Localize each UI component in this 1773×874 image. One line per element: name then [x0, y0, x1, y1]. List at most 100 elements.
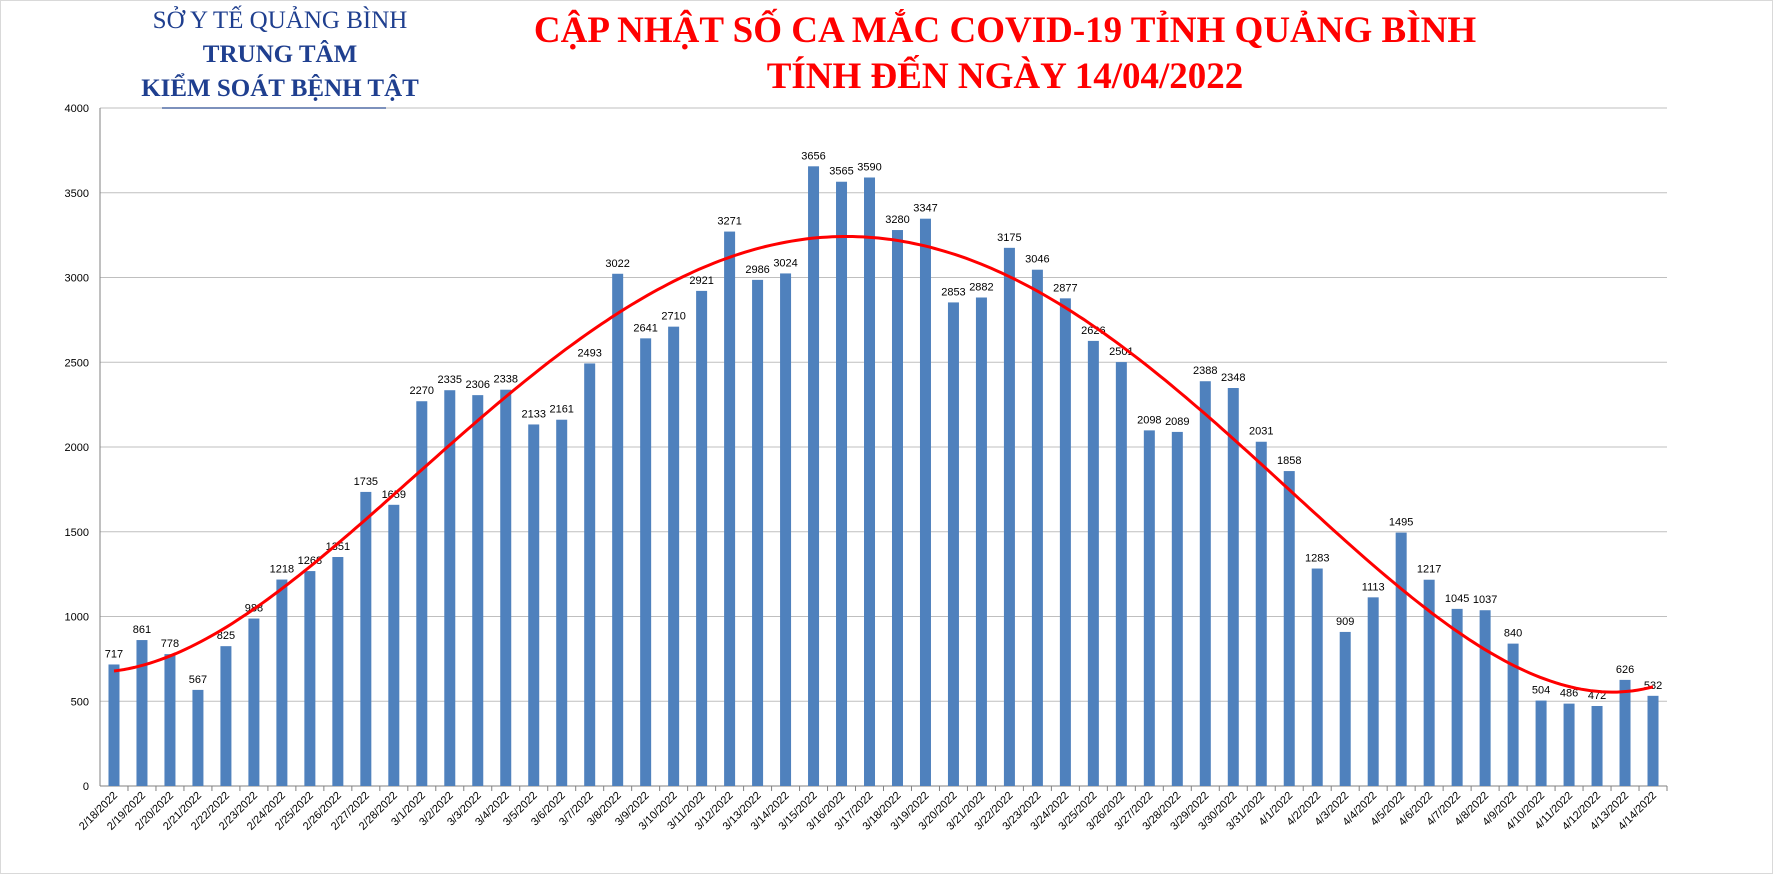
data-label: 2641 — [633, 322, 657, 334]
data-label: 2031 — [1249, 426, 1273, 438]
data-label: 2493 — [577, 347, 601, 359]
bar — [1115, 362, 1127, 786]
data-label: 1037 — [1473, 594, 1497, 606]
data-label: 2853 — [941, 286, 965, 298]
bar — [108, 664, 120, 786]
bar — [696, 290, 708, 786]
bar — [332, 557, 344, 786]
y-tick-label: 3000 — [65, 273, 89, 285]
bar — [1311, 568, 1323, 786]
data-label: 2388 — [1193, 365, 1217, 377]
bar — [919, 218, 931, 787]
data-label: 1045 — [1445, 593, 1469, 605]
bar — [304, 571, 316, 786]
data-label: 3656 — [801, 150, 825, 162]
y-tick-label: 0 — [83, 781, 89, 793]
bar — [864, 177, 876, 786]
bar — [724, 231, 736, 787]
bar — [556, 419, 568, 786]
bar — [1031, 269, 1043, 786]
data-label: 567 — [189, 674, 207, 686]
bar — [164, 654, 176, 786]
bar — [1507, 643, 1519, 786]
bar — [1339, 631, 1351, 786]
data-label: 861 — [133, 624, 151, 636]
data-label: 2133 — [521, 408, 545, 420]
data-label: 532 — [1644, 680, 1662, 692]
bar — [947, 302, 959, 786]
chart-title: CẬP NHẬT SỐ CA MẮC COVID-19 TỈNH QUẢNG B… — [500, 8, 1510, 100]
data-label: 2710 — [661, 311, 685, 323]
bar — [780, 273, 792, 786]
bar — [1535, 700, 1547, 786]
data-label: 486 — [1560, 688, 1578, 700]
bar — [444, 390, 456, 786]
y-tick-label: 2000 — [65, 442, 89, 454]
data-label: 2877 — [1053, 282, 1077, 294]
bar — [528, 424, 540, 786]
data-label: 3565 — [829, 166, 853, 178]
data-label: 825 — [217, 630, 235, 642]
organization-block: SỞ Y TẾ QUẢNG BÌNH TRUNG TÂM KIỂM SOÁT B… — [110, 4, 450, 109]
data-label: 626 — [1616, 664, 1634, 676]
bar — [1479, 610, 1491, 786]
bar — [975, 297, 987, 786]
data-label: 1283 — [1305, 553, 1329, 565]
bar — [1619, 679, 1631, 786]
data-label: 3175 — [997, 232, 1021, 244]
data-label: 778 — [161, 638, 179, 650]
org-name: KIỂM SOÁT BỆNH TẬT — [141, 75, 419, 102]
bar — [500, 389, 512, 786]
bar — [891, 230, 903, 787]
bar — [1255, 441, 1267, 786]
data-label: 3280 — [885, 214, 909, 226]
bar — [752, 279, 764, 786]
bar — [416, 401, 428, 786]
bar — [1199, 381, 1211, 786]
bar — [136, 640, 148, 786]
bar — [1143, 430, 1155, 786]
y-tick-label: 3500 — [65, 188, 89, 200]
bar — [1227, 388, 1239, 786]
bar — [1171, 431, 1183, 786]
data-label: 2882 — [969, 282, 993, 294]
data-label: 3271 — [717, 216, 741, 228]
data-label: 2348 — [1221, 372, 1245, 384]
bar — [836, 181, 848, 787]
bar — [1591, 705, 1603, 786]
data-label: 3024 — [773, 257, 797, 269]
bar — [1003, 247, 1015, 786]
data-label: 2089 — [1165, 416, 1189, 428]
bar — [1647, 695, 1659, 786]
data-label: 1218 — [270, 564, 294, 576]
data-label: 3590 — [857, 161, 881, 173]
org-center: TRUNG TÂM — [202, 41, 358, 68]
data-label: 2306 — [466, 379, 490, 391]
data-label: 3022 — [605, 258, 629, 270]
trendline — [113, 235, 1654, 694]
bar — [668, 326, 680, 786]
y-tick-label: 2500 — [65, 357, 89, 369]
bar — [1423, 579, 1435, 786]
bar — [1451, 608, 1463, 786]
y-tick-label: 1500 — [65, 527, 89, 539]
bar — [360, 491, 372, 786]
data-label: 504 — [1532, 685, 1550, 697]
data-label: 2626 — [1081, 325, 1105, 337]
bar — [220, 646, 232, 786]
data-label: 1858 — [1277, 455, 1301, 467]
data-label: 2270 — [410, 385, 434, 397]
data-label: 3046 — [1025, 254, 1049, 266]
data-label: 2986 — [745, 264, 769, 276]
bar — [248, 618, 260, 786]
chart-title-line1: CẬP NHẬT SỐ CA MẮC COVID-19 TỈNH QUẢNG B… — [533, 10, 1477, 51]
bar — [472, 395, 484, 786]
y-tick-label: 4000 — [65, 103, 89, 115]
org-department: SỞ Y TẾ QUẢNG BÌNH — [152, 7, 408, 34]
data-label: 2338 — [493, 374, 517, 386]
bar — [276, 579, 288, 786]
bar — [192, 689, 204, 786]
data-label: 2921 — [689, 275, 713, 287]
data-label: 1113 — [1362, 581, 1385, 593]
